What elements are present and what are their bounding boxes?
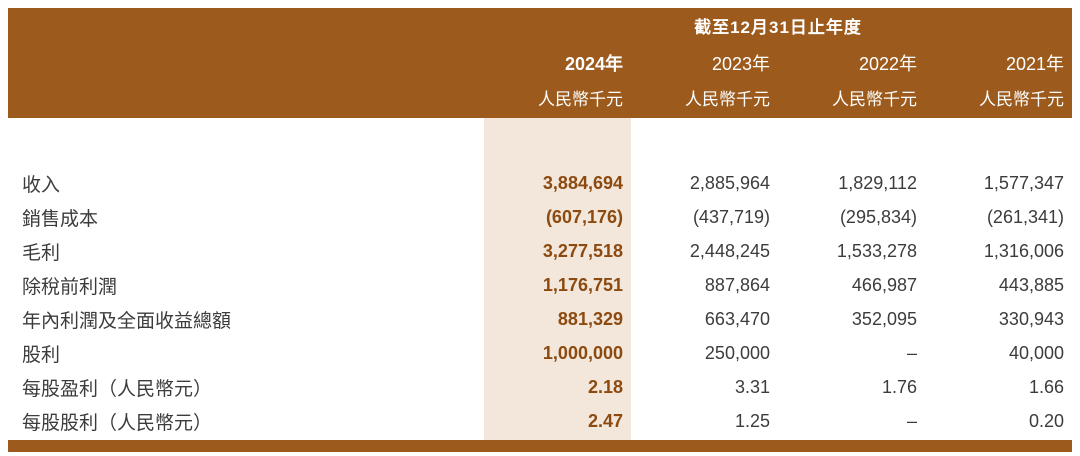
header-period-row: 截至12月31日止年度 xyxy=(8,10,1072,46)
table-row-earnings-per-share: 每股盈利（人民幣元） 2.18 3.31 1.76 1.66 xyxy=(8,370,1072,404)
year-column-header-2023: 2023年 xyxy=(711,54,770,74)
table-row-revenue: 收入 3,884,694 2,885,964 1,829,112 1,577,3… xyxy=(8,166,1072,200)
row-label: 每股盈利（人民幣元） xyxy=(22,378,213,400)
table-header-band: 截至12月31日止年度 2024年 2023年 2022年 2021年 人民幣千… xyxy=(8,8,1072,118)
value-cell-2024: 881,329 xyxy=(557,308,623,329)
value-cell-2021: 0.20 xyxy=(1028,410,1064,431)
row-label: 每股股利（人民幣元） xyxy=(22,412,213,434)
row-label: 收入 xyxy=(22,174,61,196)
value-cell-2024: (607,176) xyxy=(545,206,623,227)
year-column-header-2024: 2024年 xyxy=(564,54,623,74)
period-header: 截至12月31日止年度 xyxy=(694,18,862,37)
unit-label-2022: 人民幣千元 xyxy=(832,90,917,109)
table-body: 收入 3,884,694 2,885,964 1,829,112 1,577,3… xyxy=(8,166,1072,438)
value-cell-2023: 1.25 xyxy=(734,410,770,431)
value-cell-2022: 352,095 xyxy=(851,308,917,329)
header-spacer xyxy=(8,46,484,82)
value-cell-2022: (295,834) xyxy=(839,206,917,227)
highlight-column-2024 xyxy=(484,118,631,440)
row-label: 年內利潤及全面收益總額 xyxy=(22,310,232,332)
value-cell-2021: 330,943 xyxy=(998,308,1064,329)
row-label: 除稅前利潤 xyxy=(22,276,118,298)
value-cell-2024: 1,000,000 xyxy=(542,342,623,363)
value-cell-2022: – xyxy=(906,342,917,363)
table-row-total-comprehensive-income: 年內利潤及全面收益總額 881,329 663,470 352,095 330,… xyxy=(8,302,1072,336)
value-cell-2023: 2,885,964 xyxy=(689,172,770,193)
table-row-dividends: 股利 1,000,000 250,000 – 40,000 xyxy=(8,336,1072,370)
value-cell-2024: 2.18 xyxy=(587,376,623,397)
year-column-header-2021: 2021年 xyxy=(1005,54,1064,74)
value-cell-2021: 1,316,006 xyxy=(983,240,1064,261)
row-label: 毛利 xyxy=(22,242,61,264)
value-cell-2022: 466,987 xyxy=(851,274,917,295)
unit-label-2023: 人民幣千元 xyxy=(685,90,770,109)
table-footer-band xyxy=(8,440,1072,452)
row-label: 銷售成本 xyxy=(22,208,99,230)
header-year-row: 2024年 2023年 2022年 2021年 xyxy=(8,46,1072,82)
header-spacer xyxy=(8,82,484,118)
value-cell-2023: 887,864 xyxy=(704,274,770,295)
unit-label-2024: 人民幣千元 xyxy=(538,90,623,109)
value-cell-2021: 443,885 xyxy=(998,274,1064,295)
table-row-profit-before-tax: 除稅前利潤 1,176,751 887,864 466,987 443,885 xyxy=(8,268,1072,302)
table-row-gross-profit: 毛利 3,277,518 2,448,245 1,533,278 1,316,0… xyxy=(8,234,1072,268)
value-cell-2024: 2.47 xyxy=(587,410,623,431)
value-cell-2023: 3.31 xyxy=(734,376,770,397)
value-cell-2021: 1.66 xyxy=(1028,376,1064,397)
row-label: 股利 xyxy=(22,344,61,366)
value-cell-2021: 1,577,347 xyxy=(983,172,1064,193)
header-unit-row: 人民幣千元 人民幣千元 人民幣千元 人民幣千元 xyxy=(8,82,1072,118)
table-row-dividend-per-share: 每股股利（人民幣元） 2.47 1.25 – 0.20 xyxy=(8,404,1072,438)
value-cell-2023: 250,000 xyxy=(704,342,770,363)
value-cell-2021: 40,000 xyxy=(1008,342,1064,363)
year-column-header-2022: 2022年 xyxy=(858,54,917,74)
value-cell-2022: – xyxy=(906,410,917,431)
value-cell-2024: 1,176,751 xyxy=(542,274,623,295)
value-cell-2023: (437,719) xyxy=(692,206,770,227)
value-cell-2023: 2,448,245 xyxy=(689,240,770,261)
table-row-cost-of-sales: 銷售成本 (607,176) (437,719) (295,834) (261,… xyxy=(8,200,1072,234)
value-cell-2022: 1,533,278 xyxy=(836,240,917,261)
unit-label-2021: 人民幣千元 xyxy=(979,90,1064,109)
value-cell-2024: 3,884,694 xyxy=(542,172,623,193)
value-cell-2021: (261,341) xyxy=(986,206,1064,227)
value-cell-2022: 1.76 xyxy=(881,376,917,397)
value-cell-2022: 1,829,112 xyxy=(838,172,917,193)
value-cell-2024: 3,277,518 xyxy=(542,240,623,261)
value-cell-2023: 663,470 xyxy=(704,308,770,329)
